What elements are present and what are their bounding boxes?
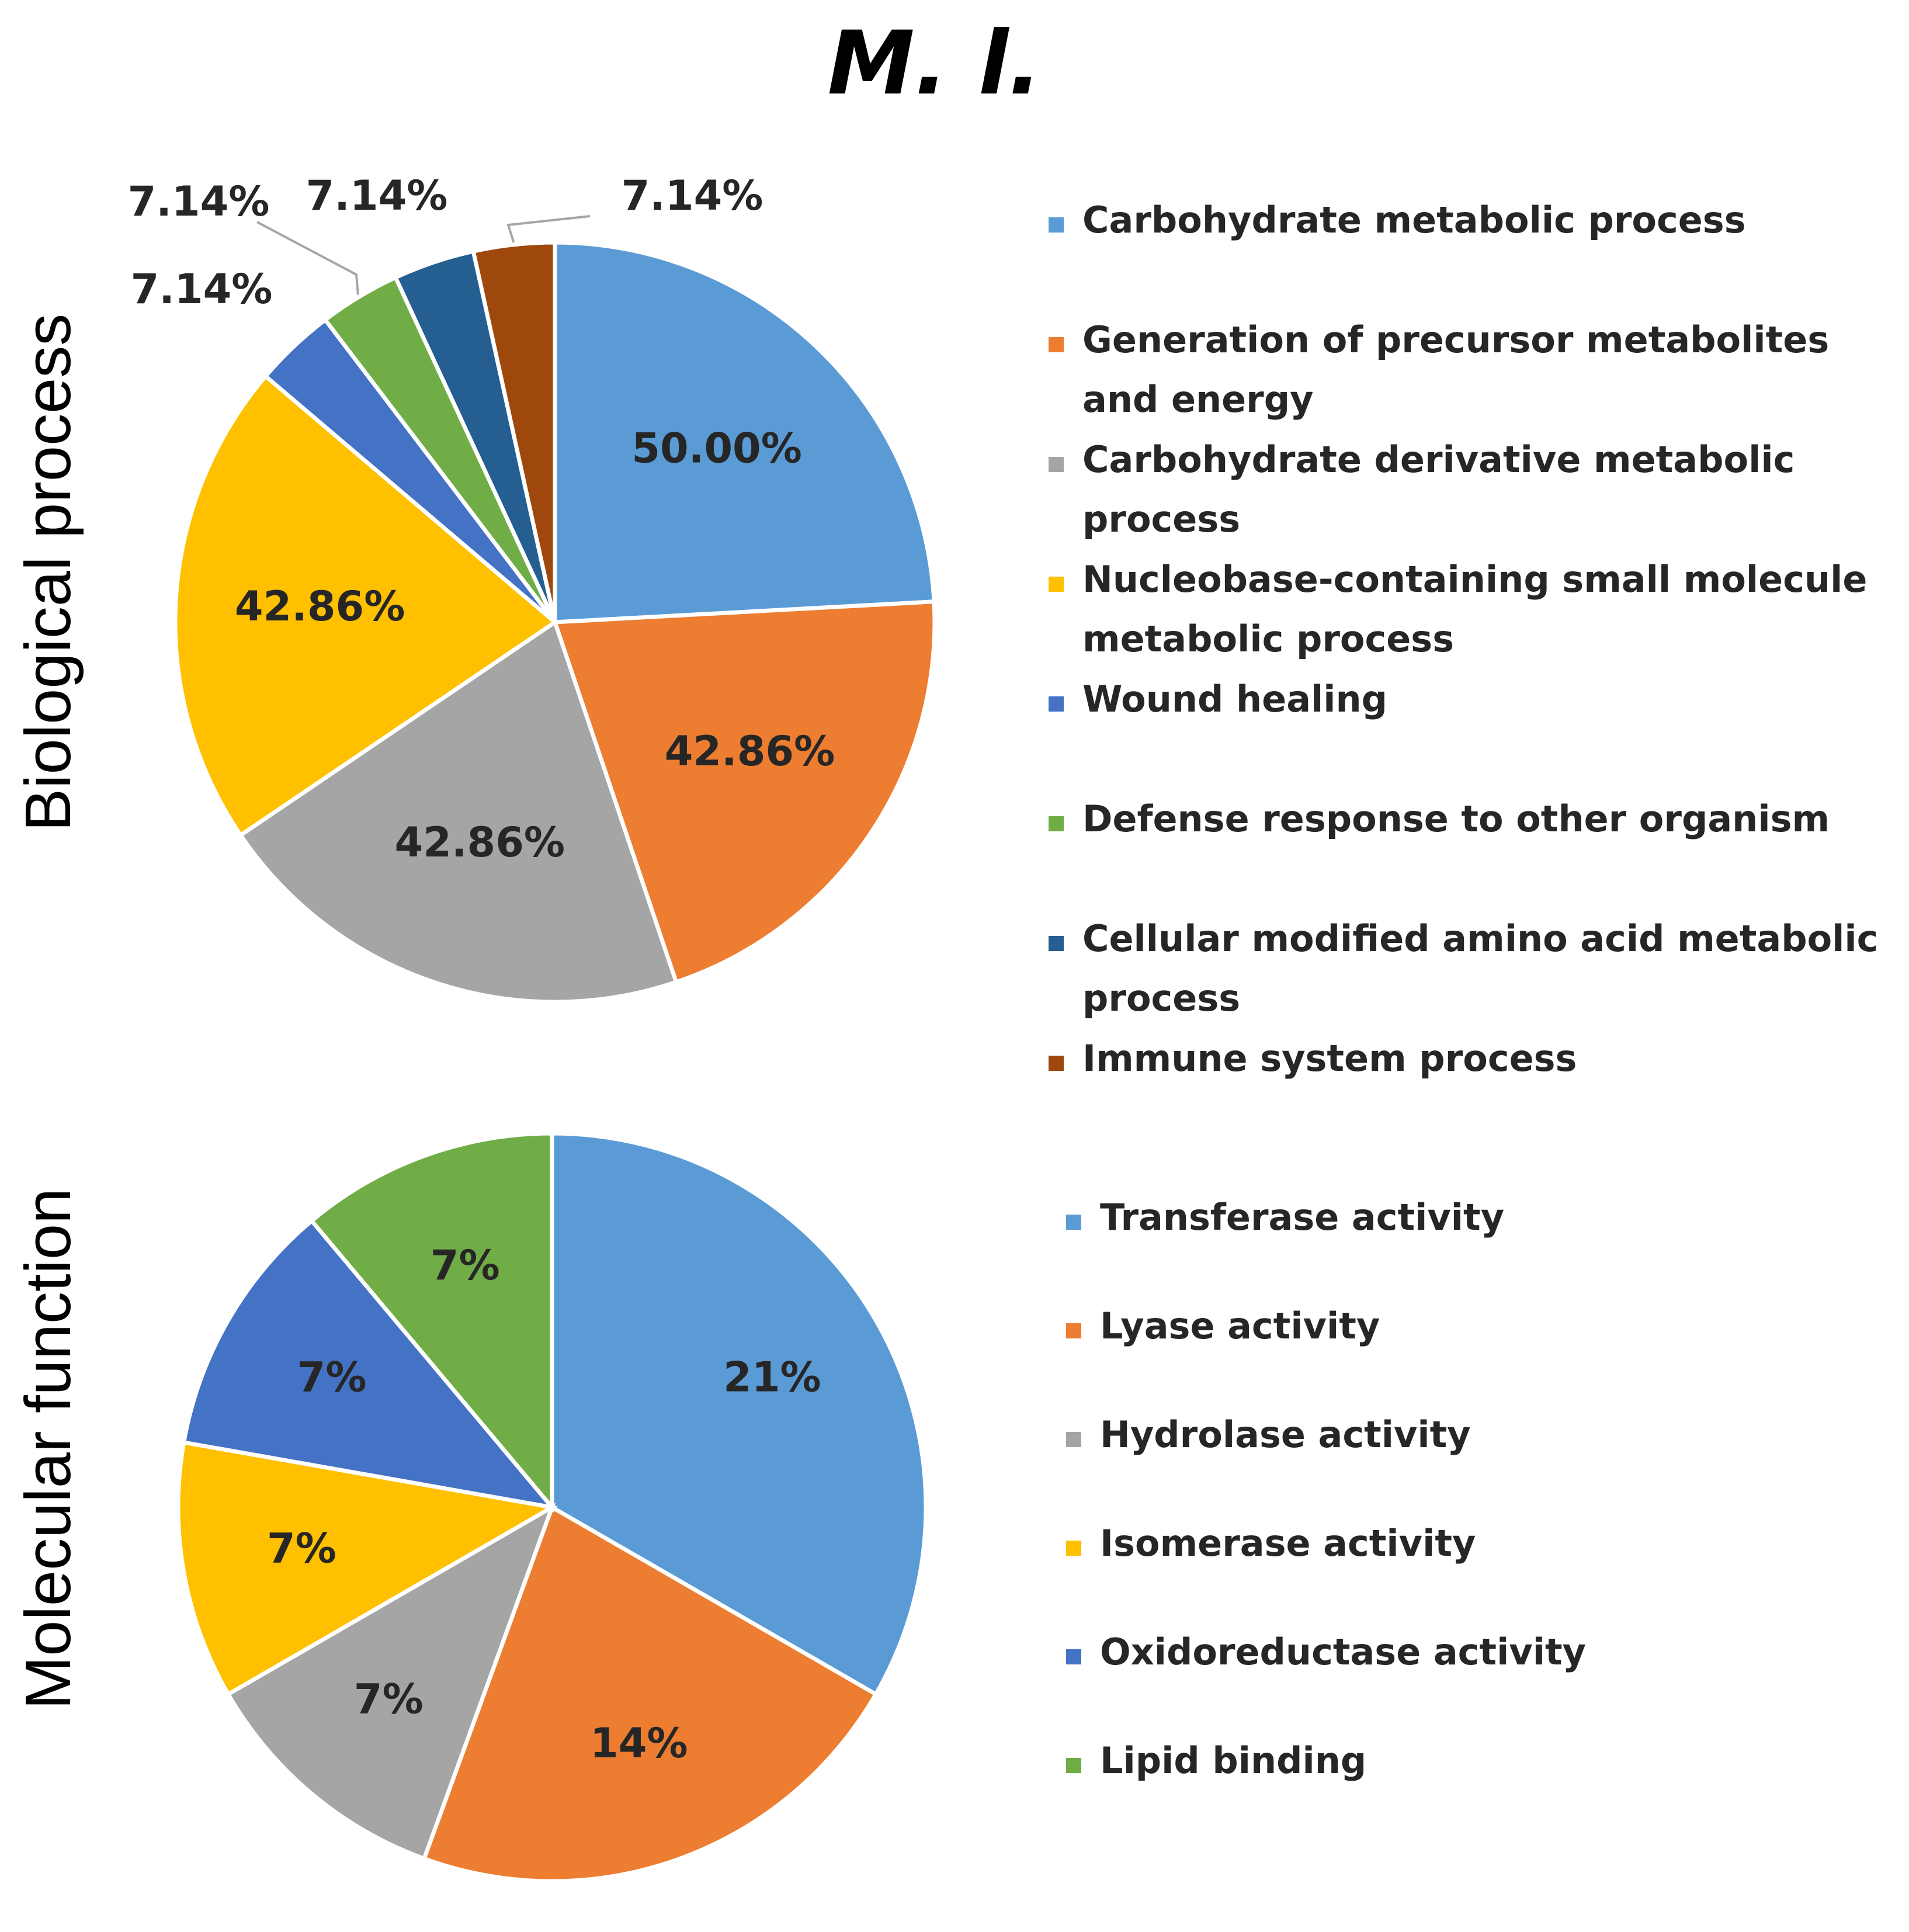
pie-slice-nucleobase-containing-small-molecule-metabolic-process bbox=[173, 373, 558, 838]
data-label-carbohydrate-metabolic-process: 50.00% bbox=[631, 424, 802, 472]
pie-slice-carbohydrate-metabolic-process bbox=[553, 240, 936, 625]
leader-line-defense-response-to-other-organism bbox=[256, 221, 359, 295]
panel-label-molecular-function: Molecular function bbox=[12, 1188, 84, 1710]
legend-label-nucleobase-containing-small-molecule-metabolic-process: Nucleobase-containing small molecule bbox=[1082, 558, 1867, 601]
legend-swatch-wound-healing bbox=[1049, 696, 1064, 712]
legend-swatch-defense-response-to-other-organism bbox=[1049, 816, 1064, 831]
data-label-lipid-binding: 7% bbox=[431, 1241, 500, 1289]
pie-slice-isomerase-activity bbox=[176, 1440, 558, 1697]
legend-swatch-lipid-binding bbox=[1066, 1758, 1081, 1773]
data-label-defense-response-to-other-organism: 7.14% bbox=[128, 178, 270, 226]
pie-slice-immune-system-process bbox=[471, 240, 557, 623]
data-label-nucleobase-containing-small-molecule-metabolic-process: 42.86% bbox=[235, 582, 405, 630]
legend-label-immune-system-process: Immune system process bbox=[1082, 1037, 1577, 1080]
data-label-hydrolase-activity: 7% bbox=[354, 1675, 424, 1723]
legend-label-isomerase-activity: Isomerase activity bbox=[1100, 1522, 1476, 1565]
legend-label-oxidoreductase-activity: Oxidoreductase activity bbox=[1100, 1631, 1586, 1673]
panel-label-biological-process: Biological process bbox=[12, 314, 84, 832]
pie-slice-transferase-activity bbox=[550, 1131, 928, 1697]
legend-swatch-generation-of-precursor-metabolites-and-energy bbox=[1049, 337, 1064, 352]
legend-label-cellular-modified-amino-acid-metabolic-process-line-2: process bbox=[1082, 977, 1240, 1019]
legend-label-cellular-modified-amino-acid-metabolic-process: Cellular modified amino acid metabolic bbox=[1082, 917, 1878, 960]
legend-swatch-carbohydrate-metabolic-process bbox=[1049, 217, 1064, 233]
pie-slice-generation-of-precursor-metabolites-and-energy bbox=[552, 599, 937, 985]
legend-label-wound-healing: Wound healing bbox=[1082, 678, 1387, 720]
data-label-transferase-activity: 21% bbox=[723, 1353, 821, 1401]
legend-label-carbohydrate-derivative-metabolic-process-line-2: process bbox=[1082, 498, 1240, 540]
data-label-cellular-modified-amino-acid-metabolic-process: 7.14% bbox=[306, 172, 448, 220]
pie-slice-lipid-binding bbox=[308, 1131, 554, 1513]
data-label-carbohydrate-derivative-metabolic-process: 42.86% bbox=[395, 818, 565, 866]
legend-label-carbohydrate-derivative-metabolic-process: Carbohydrate derivative metabolic bbox=[1082, 438, 1795, 481]
data-label-oxidoreductase-activity: 7% bbox=[297, 1353, 367, 1401]
legend-label-lyase-activity: Lyase activity bbox=[1100, 1305, 1380, 1347]
data-label-generation-of-precursor-metabolites-and-energy: 42.86% bbox=[665, 727, 835, 775]
legend-swatch-nucleobase-containing-small-molecule-metabolic-process bbox=[1049, 577, 1064, 592]
pie-slice-lyase-activity bbox=[421, 1504, 879, 1884]
legend-label-generation-of-precursor-metabolites-and-energy: Generation of precursor metabolites bbox=[1082, 318, 1829, 361]
legend-label-nucleobase-containing-small-molecule-metabolic-process-line-2: metabolic process bbox=[1082, 618, 1454, 660]
data-label-immune-system-process: 7.14% bbox=[622, 172, 763, 220]
legend-swatch-transferase-activity bbox=[1066, 1215, 1081, 1230]
legend-swatch-lyase-activity bbox=[1066, 1323, 1081, 1338]
legend-label-hydrolase-activity: Hydrolase activity bbox=[1100, 1413, 1471, 1456]
main-title: M. l. bbox=[828, 13, 1042, 115]
legend-swatch-immune-system-process bbox=[1049, 1056, 1064, 1071]
pie-molecular-function: 21% 14% 7% 7% 7% 7% bbox=[176, 1131, 928, 1884]
pie-biological-process: 50.00% 42.86% 42.86% 42.86% 7.14% 7.14% 7.14% 7… bbox=[128, 172, 937, 1004]
legend-label-generation-of-precursor-metabolites-and-energy-line-2: and energy bbox=[1082, 378, 1314, 421]
legend-swatch-hydrolase-activity bbox=[1066, 1432, 1081, 1447]
data-label-wound-healing: 7.14% bbox=[131, 265, 273, 313]
legend-swatch-isomerase-activity bbox=[1066, 1541, 1081, 1556]
data-label-isomerase-activity: 7% bbox=[267, 1525, 336, 1573]
legend-biological-process: Carbohydrate metabolic process Generation… bbox=[1049, 199, 1878, 1080]
legend-swatch-carbohydrate-derivative-metabolic-process bbox=[1049, 457, 1064, 472]
legend-label-lipid-binding: Lipid binding bbox=[1100, 1739, 1366, 1782]
legend-molecular-function: Transferase activity Lyase activity Hydrol… bbox=[1066, 1196, 1586, 1782]
legend-label-carbohydrate-metabolic-process: Carbohydrate metabolic process bbox=[1082, 199, 1746, 241]
legend-swatch-oxidoreductase-activity bbox=[1066, 1649, 1081, 1664]
data-label-lyase-activity: 14% bbox=[590, 1719, 688, 1767]
pie-slice-carbohydrate-derivative-metabolic-process bbox=[238, 619, 679, 1004]
pie-slice-hydrolase-activity bbox=[225, 1503, 556, 1861]
pie-slice-oxidoreductase-activity bbox=[181, 1218, 557, 1511]
leader-line-immune-system-process bbox=[506, 215, 591, 243]
legend-label-defense-response-to-other-organism: Defense response to other organism bbox=[1082, 797, 1830, 840]
legend-swatch-cellular-modified-amino-acid-metabolic-process bbox=[1049, 936, 1064, 951]
legend-label-transferase-activity: Transferase activity bbox=[1100, 1196, 1504, 1239]
